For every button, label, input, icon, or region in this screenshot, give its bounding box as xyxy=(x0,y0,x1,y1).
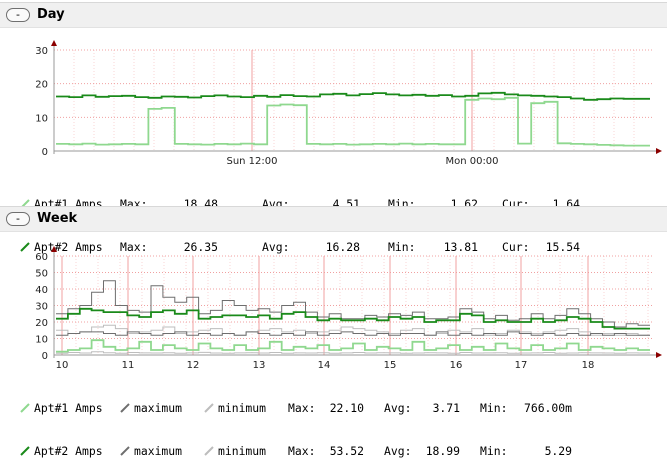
series-line-apt-1-amps xyxy=(56,96,650,147)
swatch-glyph xyxy=(120,446,130,456)
legend-series-name: Apt#2 Amps xyxy=(34,240,103,254)
swatch-glyph xyxy=(20,446,30,456)
x-tick-label: 18 xyxy=(582,360,595,370)
series-line-apt-2-minimum xyxy=(56,324,650,336)
y-tick-label: 50 xyxy=(35,269,48,280)
x-tick-label: 15 xyxy=(384,360,397,370)
series-line-apt-1-amps xyxy=(56,339,650,353)
apt1-swatch-icon xyxy=(20,402,30,413)
series-line-apt-2-amps xyxy=(56,307,650,330)
maximum-swatch-icon xyxy=(120,445,130,456)
day-section-title: Day xyxy=(37,7,65,22)
y-tick-label: 0 xyxy=(42,147,48,158)
y-tick-label: 20 xyxy=(35,80,48,91)
swatch-glyph xyxy=(204,403,214,413)
series-line-apt-1-maximum xyxy=(56,331,650,336)
day-chart: 0 10 20 30 Sun 12:00 Mon 00:00 xyxy=(35,40,662,167)
week-chart: 0 10 20 30 40 50 60 10 11 12 13 14 15 16 17 18 xyxy=(35,246,662,370)
y-tick-label: 20 xyxy=(35,318,48,329)
x-tick-label: 14 xyxy=(318,360,331,370)
week-section-title: Week xyxy=(37,211,78,226)
series-line-apt-2-amps xyxy=(56,91,650,101)
swatch-glyph xyxy=(20,403,30,413)
x-tick-label: 16 xyxy=(450,360,463,370)
y-tick-label: 30 xyxy=(35,302,48,313)
series-line-apt-2-maximum xyxy=(56,280,650,328)
x-tick-label: 13 xyxy=(253,360,266,370)
x-tick-label: 17 xyxy=(515,360,528,370)
minimum-swatch-icon xyxy=(204,445,214,456)
y-tick-label: 30 xyxy=(35,46,48,57)
week-legend-row-apt1: Apt#1 Amps maximum minimum Max: 22.10 Avg: 3.7… xyxy=(20,401,572,416)
apt2-swatch-icon xyxy=(20,241,30,252)
x-tick-label: Mon 00:00 xyxy=(445,156,498,167)
x-axis-arrow-icon xyxy=(656,352,662,358)
day-legend-row-apt2: Apt#2 Amps Max: 26.35 Avg: 16.28 Min: 13.81 Cur… xyxy=(20,240,580,255)
swatch-glyph xyxy=(204,446,214,456)
legend-series-name: Apt#2 Amps xyxy=(34,444,103,458)
day-section-header: - Day xyxy=(0,2,667,28)
day-collapse-button[interactable]: - xyxy=(6,8,30,22)
series-line-apt-1-minimum xyxy=(56,351,650,354)
week-legend: Apt#1 Amps maximum minimum Max: 22.10 Avg: 3.7… xyxy=(20,373,572,473)
swatch-glyph xyxy=(120,403,130,413)
maximum-swatch-icon xyxy=(120,402,130,413)
y-axis-arrow-icon xyxy=(51,246,57,252)
y-tick-label: 10 xyxy=(35,335,48,346)
x-tick-label: 10 xyxy=(56,360,69,370)
y-tick-label: 10 xyxy=(35,113,48,124)
x-axis-arrow-icon xyxy=(656,148,662,154)
y-tick-label: 60 xyxy=(35,252,48,263)
y-tick-label: 0 xyxy=(42,351,48,362)
swatch-glyph xyxy=(20,242,30,252)
apt2-swatch-icon xyxy=(20,445,30,456)
x-tick-label: 12 xyxy=(187,360,200,370)
minimum-swatch-icon xyxy=(204,402,214,413)
week-section-header: - Week xyxy=(0,206,667,232)
week-legend-row-apt2: Apt#2 Amps maximum minimum Max: 53.52 Avg: 18.… xyxy=(20,444,572,459)
week-collapse-button[interactable]: - xyxy=(6,212,30,226)
legend-series-name: Apt#1 Amps xyxy=(34,401,103,415)
x-tick-label: Sun 12:00 xyxy=(226,156,277,167)
x-tick-label: 11 xyxy=(122,360,135,370)
y-axis-arrow-icon xyxy=(51,40,57,46)
y-tick-label: 40 xyxy=(35,285,48,296)
